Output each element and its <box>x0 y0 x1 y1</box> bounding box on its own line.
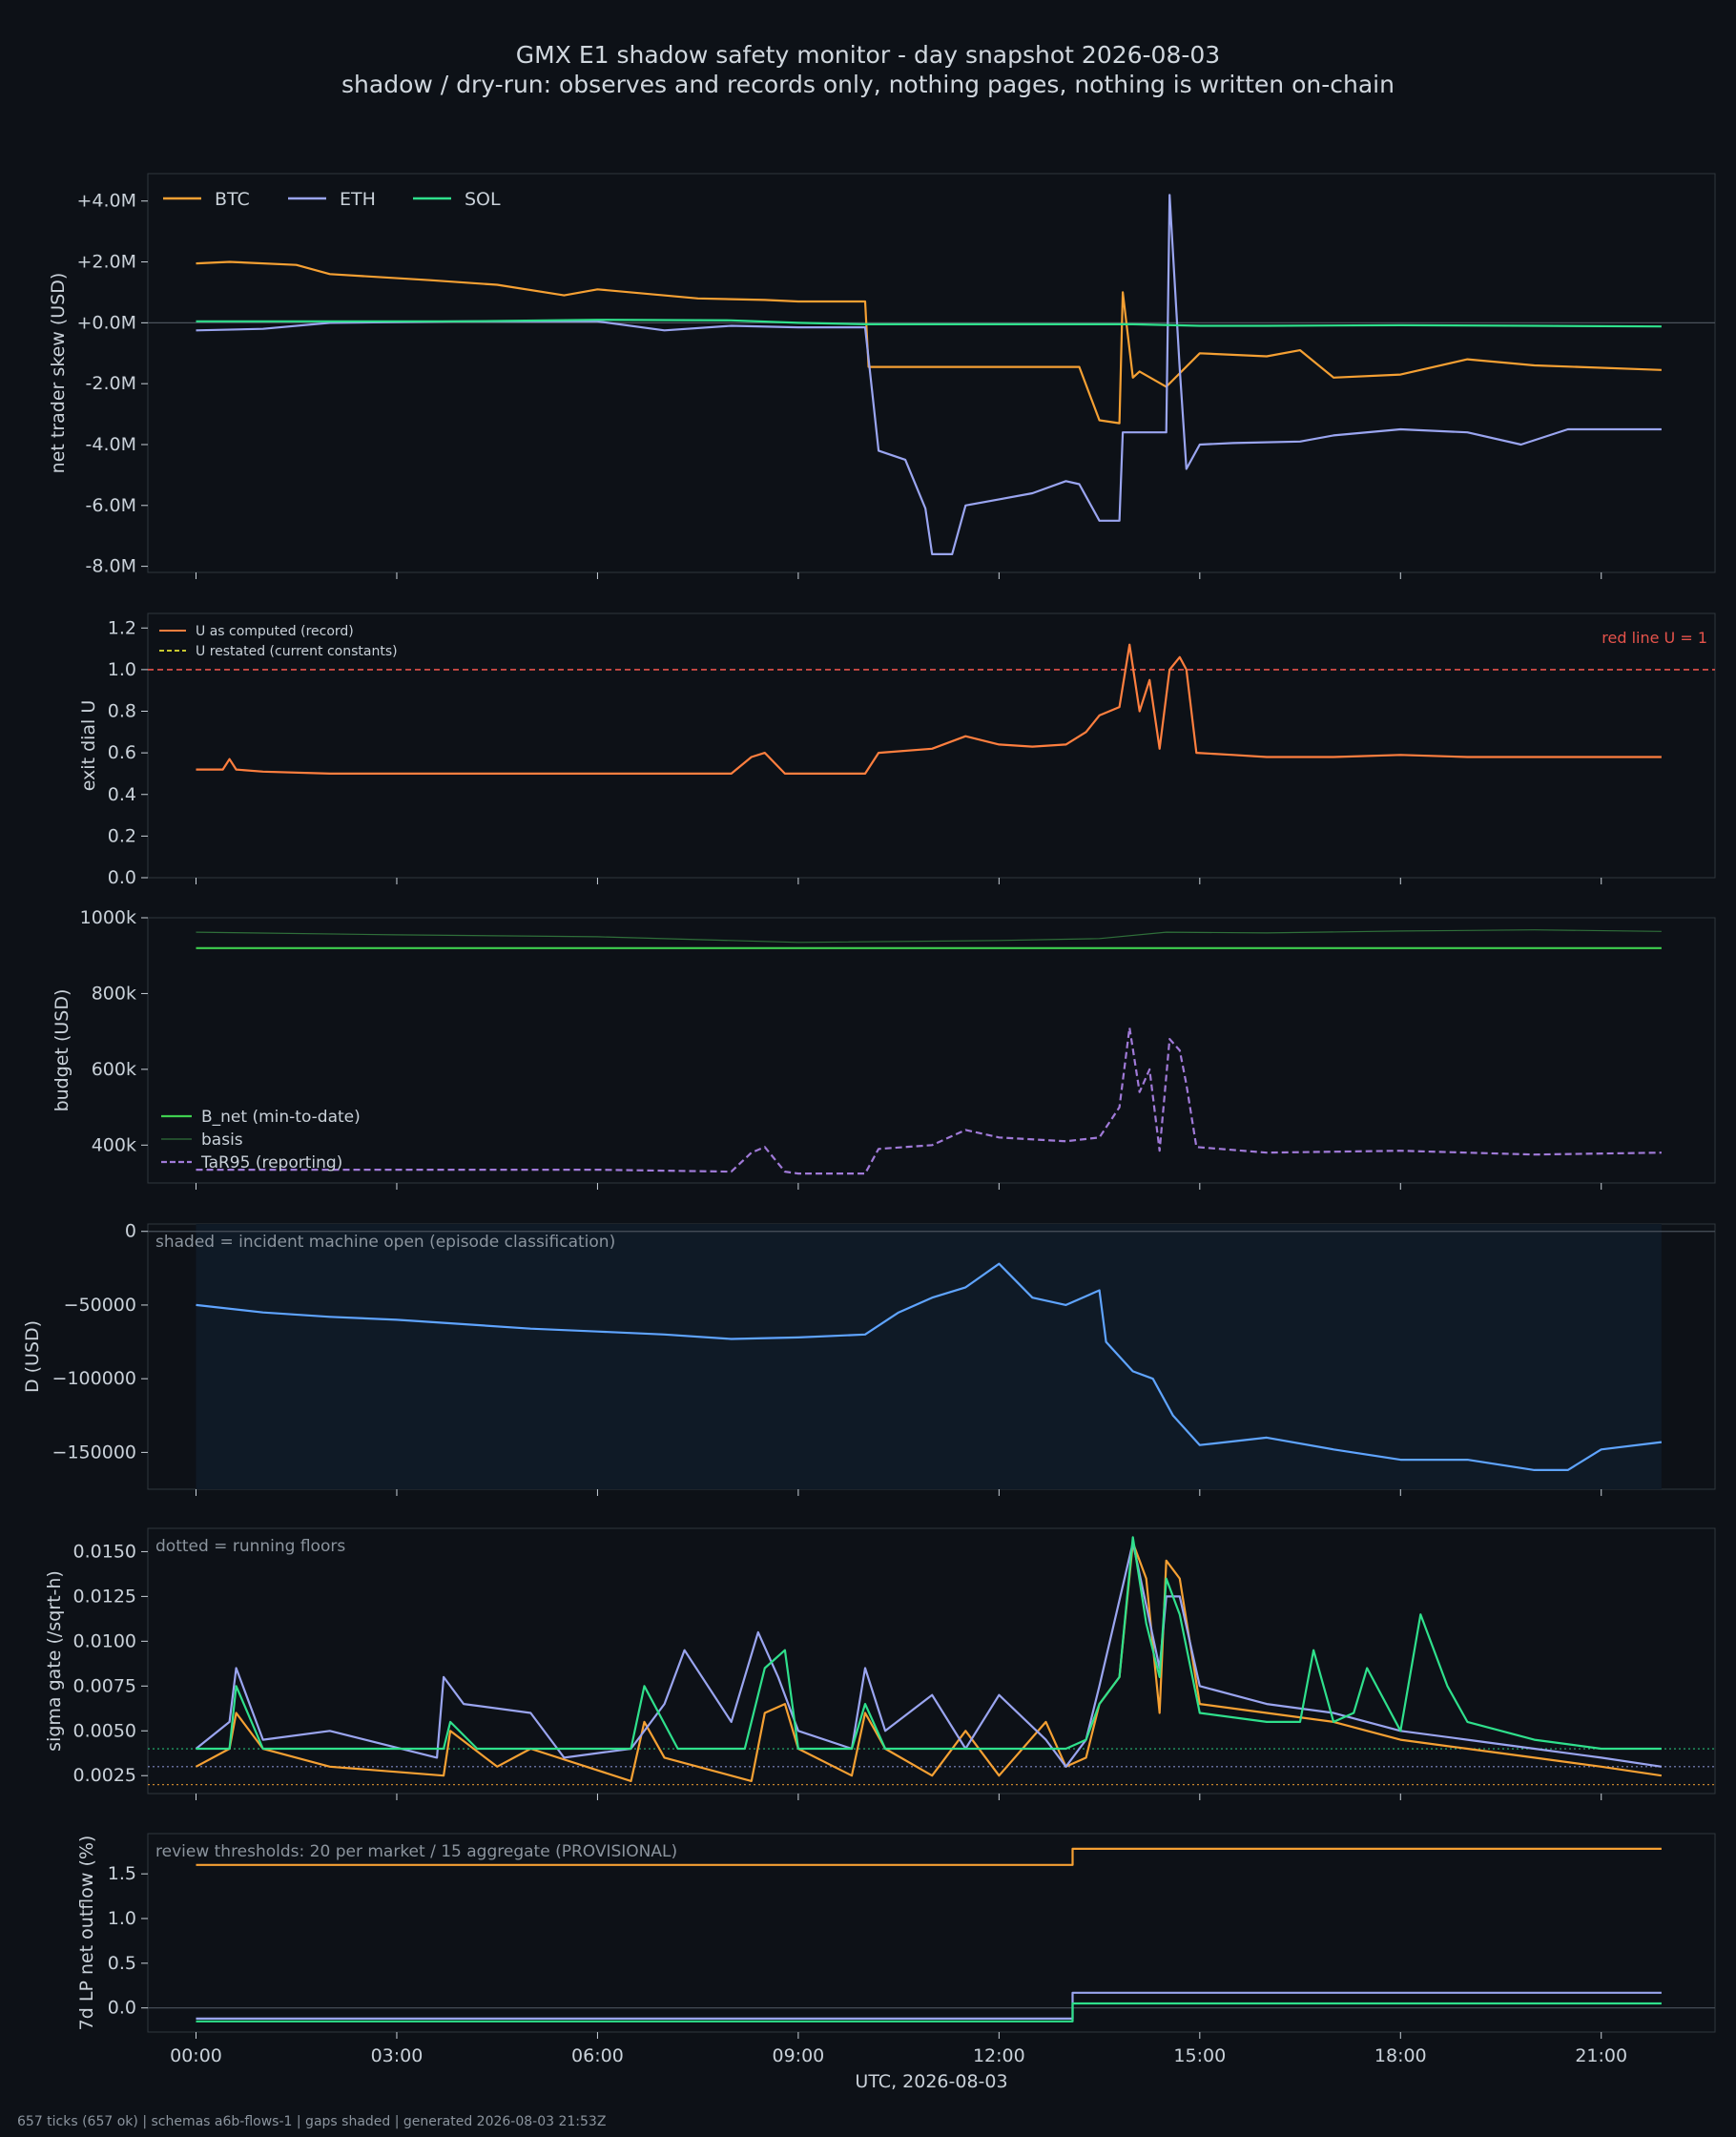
series-line-eth <box>196 194 1662 555</box>
plot-frame <box>147 917 1716 1184</box>
legend-label: TaR95 (reporting) <box>200 1153 342 1172</box>
y-tick-label: −100000 <box>52 1368 136 1389</box>
x-tick-label: 00:00 <box>170 2045 222 2066</box>
footer-status: 657 ticks (657 ok) | schemas a6b-flows-1… <box>17 2114 606 2129</box>
legend-label: B_net (min-to-date) <box>201 1108 361 1127</box>
y-axis-label: 7d LP net outflow (%) <box>76 1836 97 2031</box>
panel-note: review thresholds: 20 per market / 15 ag… <box>155 1842 677 1861</box>
y-tick-label: 1.2 <box>108 617 136 638</box>
y-tick-label: 0.4 <box>108 784 136 805</box>
y-tick-label: 0.0125 <box>73 1586 136 1607</box>
series-line-basis <box>196 929 1662 944</box>
x-tick-label: 21:00 <box>1575 2045 1627 2066</box>
y-tick-label: +0.0M <box>76 312 136 333</box>
plot-frame <box>147 1527 1716 1795</box>
plot-frame <box>147 1833 1716 2033</box>
panel-d: 0 −50000 −100000 −150000 D (USD) shaded = inc… <box>22 1221 1716 1496</box>
y-tick-label: 0.0075 <box>73 1675 136 1696</box>
legend-label: U as computed (record) <box>196 624 354 639</box>
y-tick-label: 0.0100 <box>73 1630 136 1651</box>
x-tick-label: 12:00 <box>973 2045 1025 2066</box>
y-tick-label: -6.0M <box>86 495 136 516</box>
legend-label: SOL <box>465 189 501 210</box>
legend-label: ETH <box>340 189 376 210</box>
y-tick-label: −50000 <box>64 1295 136 1316</box>
x-tick-label: 09:00 <box>773 2045 825 2066</box>
y-tick-label: 1.5 <box>108 1863 136 1884</box>
figure-title: GMX E1 shadow safety monitor - day snaps… <box>516 41 1220 69</box>
x-tick-label: 18:00 <box>1374 2045 1427 2066</box>
y-axis-label: budget (USD) <box>52 989 72 1112</box>
figure-subtitle: shadow / dry-run: observes and records o… <box>341 71 1395 98</box>
panel-note: shaded = incident machine open (episode … <box>155 1233 615 1252</box>
y-tick-label: 0.0025 <box>73 1765 136 1786</box>
incident-shade <box>196 1224 1662 1489</box>
y-axis-label: D (USD) <box>22 1320 43 1393</box>
series-line-btc <box>195 1541 1663 1782</box>
y-tick-label: 0.5 <box>108 1953 136 1974</box>
panel-sigma: 0.0025 0.0050 0.0075 0.0100 0.0125 0.0150 sigm… <box>44 1527 1716 1800</box>
series-line-btc <box>196 260 1662 425</box>
series-line-d <box>196 1262 1663 1471</box>
y-tick-label: 0.6 <box>108 742 136 763</box>
y-tick-label: 600k <box>92 1059 136 1080</box>
panel-budget: 400k 600k 800k 1000k budget (USD) B_net (min-… <box>52 907 1716 1190</box>
x-tick-label: 15:00 <box>1173 2045 1226 2066</box>
y-tick-label: −150000 <box>52 1442 136 1463</box>
legend-label: BTC <box>215 189 250 210</box>
series-line-sol <box>196 319 1662 328</box>
y-axis-label: sigma gate (/sqrt-h) <box>44 1570 65 1752</box>
panel-u: 0.0 0.2 0.4 0.6 0.8 1.0 1.2 exit dial U red line… <box>78 612 1716 888</box>
panel-outflow: 0.0 0.5 1.0 1.5 00:00 03:00 06:00 09:00 12:00 15:… <box>76 1833 1716 2092</box>
y-axis-label: net trader skew (USD) <box>48 273 69 474</box>
y-tick-label: 0.0 <box>108 867 136 888</box>
legend-label: U restated (current constants) <box>196 644 398 659</box>
y-tick-label: 1.0 <box>108 659 136 680</box>
plot-frame <box>147 612 1716 879</box>
x-axis-label: UTC, 2026-08-03 <box>855 2071 1007 2092</box>
series-line-btc <box>196 1847 1662 1866</box>
series-line-sol <box>196 2002 1662 2023</box>
y-tick-label: 0.2 <box>108 825 136 846</box>
panel-skew: +4.0M +2.0M +0.0M -2.0M -4.0M -6.0M -8.0M net t… <box>48 173 1716 579</box>
series-line-eth <box>195 1541 1663 1768</box>
y-tick-label: -4.0M <box>86 434 136 455</box>
y-tick-label: 0.0 <box>108 1998 136 2019</box>
series-line-sol <box>196 1536 1662 1751</box>
y-tick-label: 0.0050 <box>73 1720 136 1741</box>
panel-note: dotted = running floors <box>155 1537 345 1556</box>
x-tick-label: 03:00 <box>371 2045 424 2066</box>
y-tick-label: 1.0 <box>108 1908 136 1929</box>
plot-frame <box>147 173 1716 573</box>
y-tick-label: 0.0150 <box>73 1541 136 1562</box>
series-line-u-as-computed-record- <box>196 643 1662 775</box>
x-tick-label: 06:00 <box>571 2045 624 2066</box>
y-tick-label: 800k <box>92 983 136 1004</box>
y-tick-label: 0.8 <box>108 701 136 722</box>
y-tick-label: 0 <box>125 1221 136 1242</box>
y-tick-label: +4.0M <box>76 191 136 212</box>
y-tick-label: -8.0M <box>86 556 136 577</box>
y-tick-label: -2.0M <box>86 373 136 394</box>
y-tick-label: 1000k <box>80 907 136 928</box>
y-tick-label: 400k <box>92 1134 136 1155</box>
y-axis-label: exit dial U <box>78 700 99 792</box>
legend-label: basis <box>201 1131 243 1150</box>
red-line-label: red line U = 1 <box>1602 629 1707 647</box>
y-tick-label: +2.0M <box>76 252 136 273</box>
